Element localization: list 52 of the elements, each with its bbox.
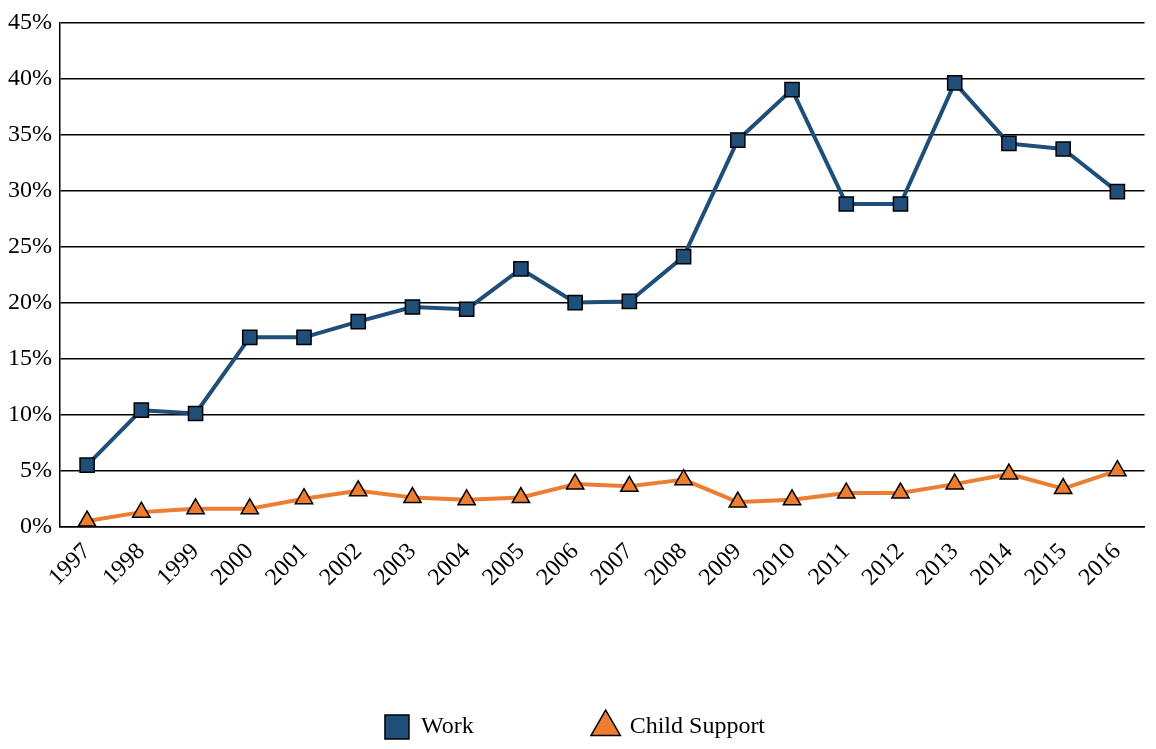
point — [1107, 459, 1127, 477]
y-tick-label: 30% — [7, 175, 52, 202]
y-tick-label: 5% — [19, 455, 52, 482]
point — [728, 491, 748, 508]
point — [131, 501, 151, 518]
point — [619, 475, 639, 493]
point — [946, 75, 963, 91]
point — [187, 405, 204, 422]
point — [186, 498, 205, 515]
point — [294, 487, 314, 505]
point — [838, 196, 855, 212]
y-tick-label: 20% — [7, 287, 52, 314]
point — [567, 294, 583, 311]
point — [79, 457, 95, 473]
y-tick-label: 0% — [19, 511, 52, 538]
point — [240, 498, 260, 515]
point — [404, 299, 421, 315]
point — [621, 293, 638, 310]
point — [892, 196, 909, 212]
point — [348, 480, 368, 497]
point — [1055, 141, 1071, 157]
point — [241, 329, 258, 346]
y-tick-label: 40% — [7, 63, 52, 90]
point — [565, 473, 585, 490]
point — [945, 473, 965, 490]
point — [133, 402, 150, 418]
point — [782, 489, 802, 506]
point — [891, 482, 910, 499]
y-tick-label: 15% — [7, 343, 52, 370]
y-tick-label: 10% — [7, 399, 52, 426]
point — [77, 510, 97, 527]
point — [296, 329, 312, 346]
point — [1001, 135, 1017, 152]
point — [513, 261, 529, 277]
point — [675, 248, 692, 265]
y-tick-label: 35% — [7, 119, 52, 146]
point — [836, 482, 856, 499]
legend-label: Child Support — [629, 712, 766, 739]
point — [784, 81, 800, 98]
point — [511, 486, 531, 504]
point — [457, 489, 477, 506]
y-tick-label: 45% — [7, 7, 52, 34]
point — [674, 468, 693, 486]
point — [458, 301, 475, 318]
point — [1109, 183, 1126, 200]
y-tick-label: 25% — [7, 231, 52, 258]
legend-label: Work — [420, 712, 474, 739]
point — [729, 132, 746, 148]
point — [999, 463, 1019, 480]
point — [350, 313, 367, 330]
point — [403, 486, 422, 504]
point — [1053, 477, 1073, 495]
